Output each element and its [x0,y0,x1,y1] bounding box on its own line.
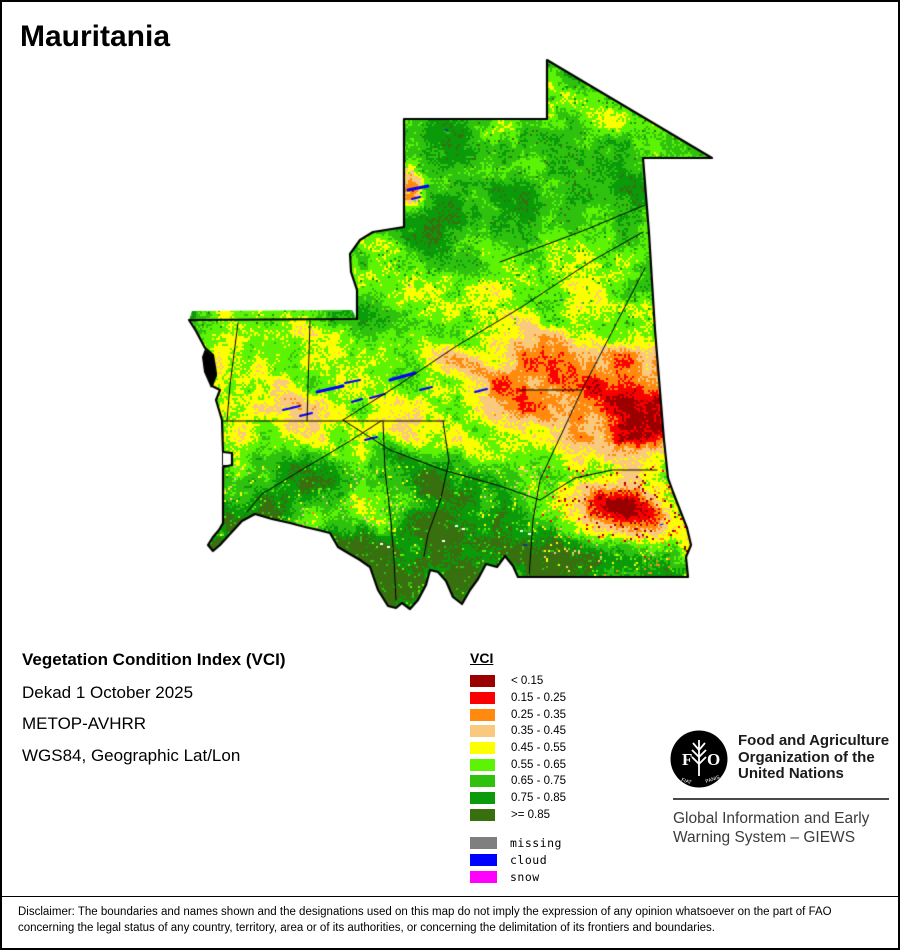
legend-swatch [470,792,495,805]
legend-label: 0.55 - 0.65 [511,758,566,771]
legend-swatch [470,758,495,771]
legend-row: 0.25 - 0.35 [470,706,670,723]
legend-swatch [470,708,495,721]
legend-row: 0.75 - 0.85 [470,790,670,807]
legend-label: 0.65 - 0.75 [511,775,566,788]
legend-label: 0.75 - 0.85 [511,792,566,805]
map-info-projection: WGS84, Geographic Lat/Lon [22,746,241,765]
giews-line: Global Information and Early [673,810,870,827]
legend-row: < 0.15 [470,673,670,690]
legend-swatch [470,837,497,850]
legend-label: snow [510,869,540,884]
legend-row: 0.35 - 0.45 [470,723,670,740]
fao-org-line: United Nations [738,765,844,782]
legend-label: cloud [510,853,548,868]
legend-swatch [470,775,495,788]
legend-row: 0.15 - 0.25 [470,690,670,707]
legend-class-rows: < 0.15 0.15 - 0.25 0.25 - 0.35 0.35 - 0.45 0… [470,673,670,823]
giews-line: Warning System – GIEWS [673,828,856,846]
legend-extra-rows: missing cloud snow [470,835,562,885]
vci-legend: VCI < 0.15 0.15 - 0.25 0.25 - 0.35 0.35 - 0… [470,650,670,823]
disclaimer-line-2: concerning the legal status of any count… [18,921,715,934]
legend-swatch [470,854,497,867]
fao-logo-letter-o: O [707,750,720,769]
fao-org-line: Food and Agriculture [738,732,890,749]
legend-swatch [470,808,495,821]
legend-row: 0.65 - 0.75 [470,773,670,790]
legend-row: 0.55 - 0.65 [470,756,670,773]
fao-logo-icon: F O FIAT PANIS [670,730,728,788]
fao-logo-letter-f: F [682,750,692,769]
legend-row: missing [470,835,562,852]
legend-title: VCI [470,650,494,666]
legend-row: cloud [470,852,562,869]
legend-label: < 0.15 [511,675,544,688]
legend-swatch [470,870,497,883]
disclaimer-text: Disclaimer: The boundaries and names sho… [18,905,884,936]
map-info-dekad: Dekad 1 October 2025 [22,683,194,702]
legend-label: 0.15 - 0.25 [511,692,566,705]
disclaimer-line-1: Disclaimer: The boundaries and names sho… [18,906,832,918]
legend-swatch [470,692,495,705]
legend-label: 0.35 - 0.45 [511,725,566,738]
fao-divider [673,798,889,800]
legend-label: >= 0.85 [511,808,551,821]
legend-row: >= 0.85 [470,807,670,824]
disclaimer-separator [0,896,900,897]
page-title: Mauritania [20,20,171,53]
legend-label: missing [510,836,562,851]
fao-org-name: Food and Agriculture Organization of the… [738,732,890,783]
giews-name: Global Information and Early Warning Sys… [673,810,869,847]
fao-logo-motto-right: PANIS [705,774,721,784]
fao-logo-wheat-icon [691,740,707,776]
legend-swatch [470,742,495,755]
legend-row: 0.45 - 0.55 [470,740,670,757]
legend-swatch [470,675,495,688]
fao-org-line: Organization of the [738,748,875,766]
legend-row: snow [470,868,562,885]
legend-label: 0.45 - 0.55 [511,742,566,755]
map-info-product: Vegetation Condition Index (VCI) [22,650,286,669]
legend-label: 0.25 - 0.35 [511,708,566,721]
legend-swatch [470,725,495,738]
fao-logo-motto-left: FIAT [680,777,692,786]
map-info-sensor: METOP-AVHRR [22,714,147,733]
